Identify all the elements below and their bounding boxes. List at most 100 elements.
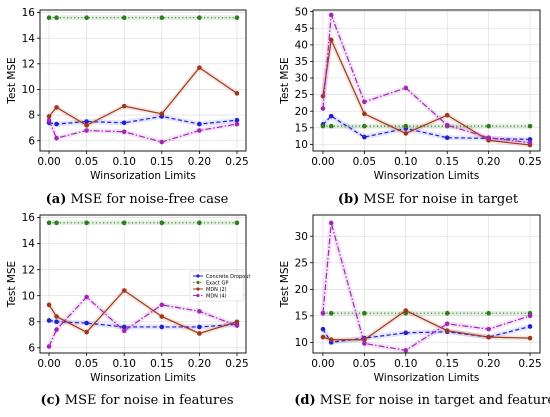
data-point	[121, 103, 127, 109]
x-tick-label: 0.10	[394, 156, 417, 168]
caption-letter: (a)	[46, 192, 67, 207]
data-point	[320, 334, 326, 340]
data-point	[54, 314, 59, 319]
chart-panel-a: 6 8 10 12 14 16 0.00 0.05 0.10 0.15 0.20 0.25 Winsor…	[6, 7, 249, 207]
plot-frame	[312, 214, 541, 354]
plot-frame	[39, 9, 247, 152]
x-tick-label: 0.20	[477, 156, 500, 168]
data-point	[328, 123, 334, 129]
legend-label: Exact GP	[206, 280, 228, 286]
data-point	[84, 123, 89, 128]
data-point	[320, 310, 326, 316]
y-tick-label: 12	[22, 264, 35, 276]
data-point	[159, 111, 165, 117]
x-tick-label: 0.15	[436, 156, 459, 168]
series-mdn-4	[320, 220, 533, 353]
series-exact-gp	[46, 15, 240, 21]
y-axis-label: Test MSE	[6, 57, 18, 104]
data-point	[527, 335, 533, 341]
caption-letter: (b)	[338, 192, 359, 207]
y-tick-label: 30	[295, 231, 308, 243]
y-tick-label: 6	[28, 135, 35, 147]
y-axis-label: Test MSE	[279, 261, 291, 308]
panel-caption: (d) MSE for noise in target and features	[294, 393, 550, 408]
x-axis-label: Winsorization Limits	[90, 170, 196, 182]
x-tick-label: 0.05	[353, 358, 376, 370]
data-point	[527, 140, 533, 146]
data-point	[121, 129, 127, 135]
y-tick-label: 50	[295, 6, 308, 18]
data-point	[197, 309, 202, 314]
x-tick-label: 0.20	[188, 358, 211, 370]
data-point	[328, 337, 334, 343]
data-point	[54, 220, 59, 226]
data-point	[84, 320, 89, 326]
data-point	[362, 99, 367, 105]
caption-text: MSE for noise in target and features	[316, 393, 550, 408]
series-mdn-4	[320, 12, 533, 146]
x-tick-label: 0.00	[311, 156, 334, 168]
series-concrete-dropout	[46, 113, 240, 127]
data-point	[121, 324, 127, 330]
series-mdn-2	[320, 37, 533, 148]
y-tick-label: 40	[295, 39, 308, 51]
x-axis-label: Winsorization Limits	[374, 170, 480, 182]
data-point	[197, 324, 202, 330]
y-tick-label: 10	[295, 139, 308, 151]
data-point	[46, 15, 52, 20]
data-point	[362, 111, 367, 117]
data-point	[54, 105, 59, 110]
series-mdn-4	[46, 294, 240, 349]
data-point	[403, 123, 409, 129]
data-point	[234, 220, 240, 226]
y-tick-label: 25	[295, 257, 308, 269]
data-point	[54, 15, 59, 20]
data-point	[486, 334, 491, 340]
x-tick-label: 0.05	[75, 156, 98, 168]
legend-box	[189, 270, 245, 302]
caption-letter: (c)	[40, 393, 60, 408]
data-point	[328, 310, 334, 316]
series-band	[47, 65, 239, 128]
data-point	[121, 220, 127, 226]
y-tick-label: 15	[295, 310, 308, 322]
data-point	[159, 139, 165, 145]
y-tick-label: 14	[22, 33, 36, 45]
data-point	[527, 313, 533, 319]
data-point	[197, 128, 202, 133]
data-point	[159, 314, 165, 319]
series-mdn-4	[46, 117, 240, 145]
x-tick-label: 0.10	[394, 358, 417, 370]
series-mdn-2	[46, 288, 240, 336]
chart-panel-c: 6 8 10 12 14 16 0.00 0.05 0.10 0.15 0.20 0.25 Winsor…	[6, 212, 250, 408]
data-point	[234, 91, 240, 96]
x-tick-label: 0.20	[188, 156, 211, 168]
legend-marker	[196, 274, 200, 278]
data-point	[403, 131, 409, 136]
legend-marker	[196, 280, 200, 285]
data-point	[486, 135, 491, 141]
data-point	[320, 123, 326, 129]
data-point	[234, 15, 240, 20]
series-exact-gp	[320, 310, 533, 316]
data-point	[121, 328, 127, 334]
series-exact-gp	[46, 220, 240, 226]
x-tick-label: 0.00	[37, 156, 60, 168]
data-point	[197, 331, 202, 336]
x-axis-label: Winsorization Limits	[374, 372, 480, 384]
x-tick-label: 0.15	[150, 358, 173, 370]
legend-label: Concrete Dropout	[206, 274, 250, 280]
data-point	[121, 288, 127, 293]
data-point	[444, 310, 450, 316]
data-point	[444, 122, 450, 128]
data-point	[54, 135, 59, 141]
panel-caption: (b) MSE for noise in target	[338, 192, 519, 207]
x-tick-label: 0.25	[518, 358, 541, 370]
y-tick-label: 15	[295, 122, 308, 134]
y-tick-label: 10	[22, 290, 35, 302]
data-point	[328, 220, 334, 226]
data-point	[403, 330, 409, 336]
data-point	[328, 113, 334, 119]
